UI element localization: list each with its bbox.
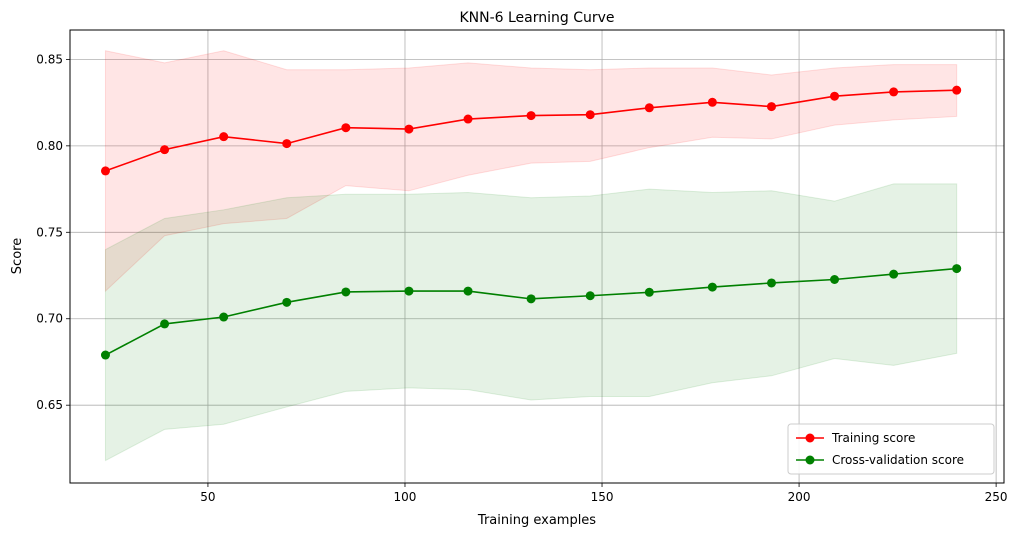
y-tick-label: 0.70	[36, 312, 63, 326]
data-point-training	[830, 91, 840, 101]
y-tick-label: 0.65	[36, 398, 63, 412]
x-tick-label: 50	[200, 490, 215, 504]
plot-frame	[69, 29, 1005, 484]
x-tick-label: 200	[788, 490, 811, 504]
data-point-cross-validation	[282, 297, 292, 307]
x-tick-label: 250	[985, 490, 1008, 504]
data-point-training	[341, 123, 351, 133]
data-point-training	[585, 110, 595, 120]
data-point-cross-validation	[526, 294, 536, 304]
confidence-band-training	[104, 50, 958, 293]
x-tick-label: 100	[394, 490, 417, 504]
x-axis-label: Training examples	[477, 513, 596, 528]
data-point-training	[889, 87, 899, 97]
data-point-training	[160, 145, 170, 155]
data-point-training	[404, 124, 414, 134]
legend-box	[787, 423, 995, 475]
data-point-cross-validation	[463, 286, 473, 296]
data-point-cross-validation	[830, 274, 840, 284]
data-point-cross-validation	[889, 269, 899, 279]
data-point-training	[219, 132, 229, 142]
data-point-cross-validation	[100, 350, 110, 360]
data-point-cross-validation	[644, 287, 654, 297]
legend-marker-cross-validation	[805, 455, 815, 465]
legend-label-cross-validation: Cross-validation score	[832, 453, 964, 467]
y-tick-label: 0.75	[36, 225, 63, 239]
chart-title: KNN-6 Learning Curve	[459, 10, 614, 26]
data-point-cross-validation	[766, 278, 776, 288]
data-point-cross-validation	[952, 264, 962, 274]
data-point-training	[282, 139, 292, 149]
y-tick-label: 0.85	[36, 52, 63, 66]
data-point-cross-validation	[585, 291, 595, 301]
data-point-cross-validation	[160, 319, 170, 329]
y-axis-label: Score	[10, 238, 25, 274]
x-tick-label: 150	[591, 490, 614, 504]
data-point-cross-validation	[219, 312, 229, 322]
legend-label-training: Training score	[831, 431, 915, 445]
axes-ticks: 50 100 150 200 250 0.65 0.70 0.75 0.80 0.85	[36, 52, 1007, 504]
confidence-bands	[104, 50, 958, 462]
data-point-cross-validation	[707, 282, 717, 292]
data-point-training	[952, 85, 962, 95]
data-point-training	[100, 166, 110, 176]
data-point-cross-validation	[404, 286, 414, 296]
data-point-training	[463, 114, 473, 124]
data-point-training	[707, 97, 717, 107]
y-tick-label: 0.80	[36, 139, 63, 153]
grid-lines	[70, 30, 1004, 483]
data-point-training	[766, 102, 776, 112]
data-series	[100, 85, 962, 360]
legend-marker-training	[805, 433, 815, 443]
data-point-training	[644, 103, 654, 113]
data-point-cross-validation	[341, 287, 351, 297]
legend: Training score Cross-validation score	[787, 423, 995, 475]
confidence-band-cross-validation	[104, 183, 958, 462]
data-point-training	[526, 111, 536, 121]
